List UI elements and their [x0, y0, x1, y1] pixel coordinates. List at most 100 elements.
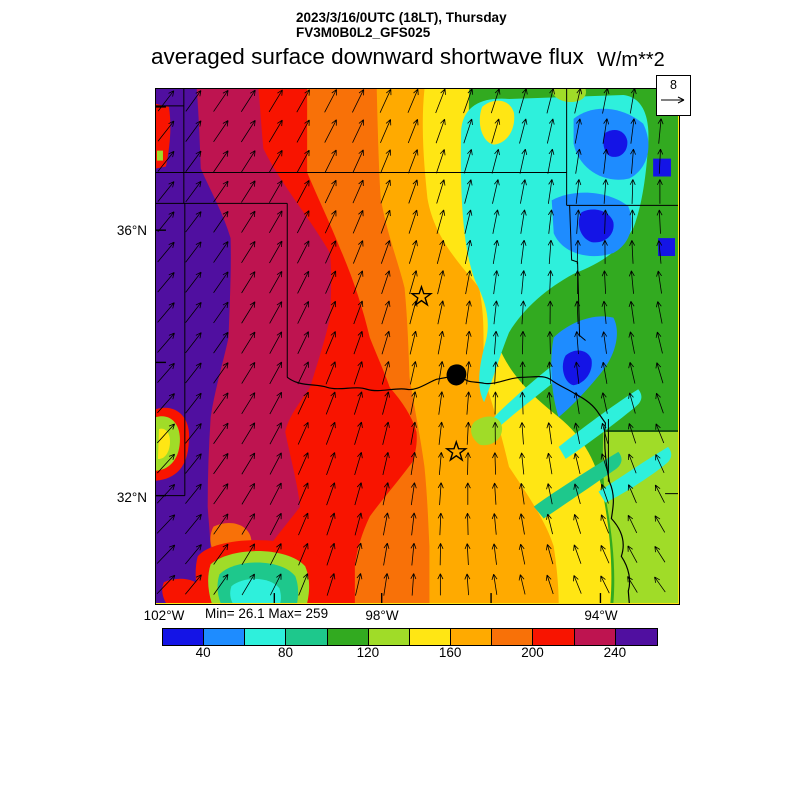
wind-arrow — [157, 241, 175, 263]
wind-arrow — [325, 361, 336, 385]
wind-arrow — [213, 483, 229, 505]
wind-arrow — [325, 421, 336, 445]
wind-arrow — [383, 573, 390, 596]
reference-vector-box: 8 — [656, 75, 691, 116]
wind-arrow — [380, 240, 391, 264]
wind-arrow — [352, 89, 365, 113]
wind-arrow — [185, 211, 202, 233]
units-label: W/m**2 — [597, 49, 665, 71]
wind-arrow — [297, 421, 309, 445]
wind-arrow — [410, 542, 417, 566]
chart-title: averaged surface downward shortwave flux — [151, 44, 584, 69]
wind-arrow — [407, 119, 419, 144]
wind-arrow — [548, 209, 554, 234]
colorbar-segment-3 — [245, 629, 287, 645]
flux-field-plot — [156, 89, 678, 603]
wind-arrow — [241, 361, 256, 384]
wind-arrow — [491, 118, 501, 144]
wind-arrow — [269, 240, 283, 264]
wind-arrow — [573, 544, 582, 564]
wind-arrow — [157, 120, 175, 142]
colorbar-tick-200: 200 — [521, 645, 544, 660]
wind-arrow — [628, 270, 635, 294]
lat-label-36N: 36°N — [116, 223, 147, 238]
wind-arrow — [324, 119, 337, 143]
wind-arrow — [269, 482, 282, 505]
wind-arrow — [354, 512, 363, 536]
wind-arrow — [520, 239, 527, 265]
wind-arrow — [492, 330, 499, 355]
wind-arrow — [491, 543, 498, 565]
wind-arrow — [326, 573, 336, 596]
wind-arrow — [602, 209, 609, 234]
wind-arrow — [600, 483, 609, 504]
wind-arrow — [157, 90, 175, 112]
wind-arrow — [547, 270, 554, 295]
wind-arrow — [654, 484, 665, 503]
wind-arrow — [185, 423, 202, 444]
wind-arrow — [241, 331, 256, 354]
wind-arrow — [241, 271, 256, 294]
wind-arrow — [602, 179, 609, 204]
wind-arrow — [382, 482, 390, 506]
wind-arrow — [573, 453, 581, 475]
wind-arrow — [520, 209, 527, 234]
wind-arrow — [269, 573, 282, 596]
wind-arrow — [628, 301, 635, 324]
wind-arrow — [436, 209, 446, 234]
wind-arrow — [185, 180, 202, 203]
wind-arrow — [657, 118, 664, 144]
wind-arrow — [185, 271, 202, 293]
wind-arrow — [269, 210, 283, 234]
wind-arrow — [654, 576, 666, 593]
colorbar-segment-12 — [615, 629, 657, 645]
wind-arrow — [437, 482, 444, 506]
lat-label-32N: 32°N — [116, 490, 147, 505]
wind-arrow — [352, 149, 364, 174]
wind-arrow — [546, 452, 553, 475]
wind-arrow — [269, 301, 283, 324]
datetime-title: 2023/3/16/0UTC (18LT), Thursday — [296, 10, 507, 25]
wind-arrow — [185, 120, 202, 142]
wind-arrow — [297, 391, 309, 415]
wind-arrow — [354, 452, 363, 476]
wind-arrow — [410, 482, 417, 506]
wind-arrow — [156, 544, 176, 564]
wind-arrow — [438, 361, 445, 385]
wind-arrow — [352, 209, 364, 234]
wind-arrow — [156, 453, 175, 474]
wind-arrow — [436, 239, 445, 264]
wind-arrow — [185, 150, 202, 172]
wind-arrow — [519, 361, 526, 385]
wind-arrow — [157, 211, 175, 233]
wind-arrow — [492, 179, 500, 204]
wind-arrow — [520, 179, 527, 204]
wind-arrow — [269, 422, 282, 445]
wind-arrow — [352, 240, 364, 264]
wind-arrow — [654, 515, 666, 533]
wind-arrow — [602, 118, 610, 144]
lake-blob — [446, 364, 467, 386]
wind-arrow — [354, 482, 363, 506]
wind-arrow — [407, 89, 419, 113]
colorbar-tick-40: 40 — [195, 645, 211, 660]
wind-arrow — [628, 392, 636, 414]
wind-arrow — [464, 239, 473, 265]
wind-arrow — [268, 119, 283, 143]
wind-arrow — [656, 209, 663, 234]
wind-arrow — [519, 331, 526, 355]
wind-arrow — [298, 512, 309, 536]
reference-arrow-icon — [661, 96, 685, 104]
wind-arrow — [519, 452, 526, 475]
wind-arrow — [326, 452, 336, 475]
colorbar-segment-8 — [451, 629, 493, 645]
wind-arrow — [241, 422, 256, 445]
wind-arrow — [435, 118, 446, 144]
wind-arrow — [269, 452, 282, 475]
wind-arrow — [627, 453, 637, 474]
wind-arrow — [520, 270, 527, 295]
wind-arrow — [382, 421, 390, 445]
wind-arrow — [157, 272, 175, 293]
wind-arrow — [573, 575, 582, 594]
